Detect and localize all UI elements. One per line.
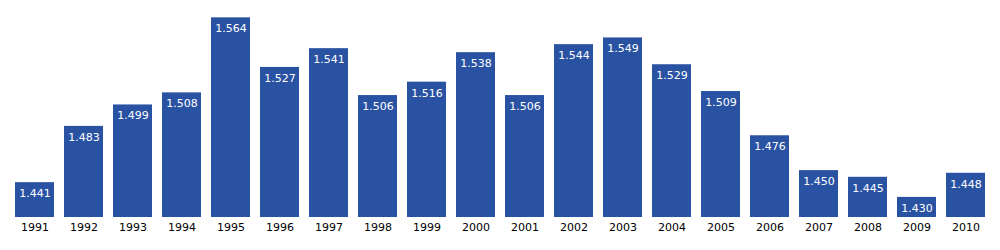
svg-text:1.538: 1.538 [460,57,492,70]
svg-text:1.506: 1.506 [362,100,394,113]
svg-text:2008: 2008 [854,221,882,234]
svg-text:2001: 2001 [511,221,539,234]
svg-text:1.549: 1.549 [607,42,639,55]
svg-text:1.506: 1.506 [509,100,541,113]
svg-text:1.509: 1.509 [705,96,737,109]
svg-text:2009: 2009 [903,221,931,234]
svg-text:2006: 2006 [756,221,784,234]
svg-text:2005: 2005 [707,221,735,234]
svg-text:2004: 2004 [658,221,686,234]
svg-text:1.448: 1.448 [950,178,982,191]
svg-text:1.564: 1.564 [215,22,247,35]
svg-text:1.541: 1.541 [313,53,345,66]
svg-text:1.476: 1.476 [754,140,786,153]
svg-text:1.441: 1.441 [19,187,51,200]
svg-text:2002: 2002 [560,221,588,234]
svg-text:1.483: 1.483 [68,131,100,144]
svg-text:1.508: 1.508 [166,97,198,110]
svg-text:1.499: 1.499 [117,109,149,122]
svg-text:1999: 1999 [413,221,441,234]
svg-text:2000: 2000 [462,221,490,234]
svg-text:1997: 1997 [315,221,343,234]
svg-text:1996: 1996 [266,221,294,234]
svg-text:1994: 1994 [168,221,196,234]
svg-text:1.450: 1.450 [803,175,835,188]
svg-text:1.544: 1.544 [558,49,590,62]
svg-text:1995: 1995 [217,221,245,234]
svg-text:2010: 2010 [952,221,980,234]
svg-text:1.430: 1.430 [901,202,933,215]
svg-text:1992: 1992 [70,221,98,234]
svg-text:1.527: 1.527 [264,72,296,85]
svg-text:1991: 1991 [21,221,49,234]
svg-text:1993: 1993 [119,221,147,234]
svg-text:1.516: 1.516 [411,87,443,100]
svg-text:2007: 2007 [805,221,833,234]
svg-text:1998: 1998 [364,221,392,234]
svg-text:1.529: 1.529 [656,69,688,82]
svg-text:1.445: 1.445 [852,182,884,195]
svg-text:2003: 2003 [609,221,637,234]
